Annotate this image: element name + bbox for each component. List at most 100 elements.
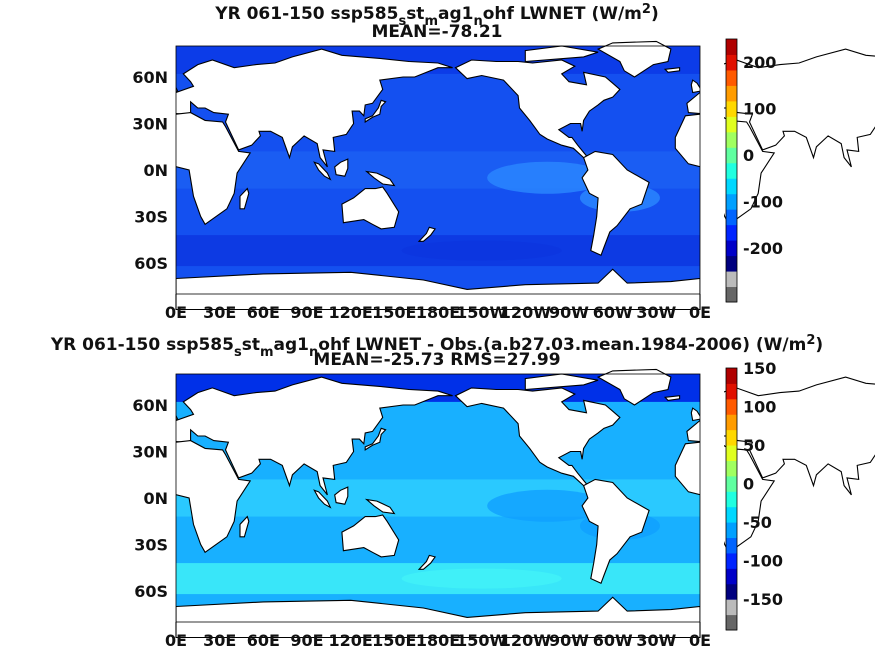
- colorbar-segment: [726, 286, 737, 303]
- land-new-zealand: [417, 226, 437, 242]
- colorbar-segment: [726, 131, 737, 148]
- colorbar-segment: [726, 583, 737, 600]
- land-iceland: [663, 395, 681, 401]
- x-tick-label: 30W: [636, 631, 676, 650]
- colorbar-segment: [726, 568, 737, 585]
- colorbar-segment: [726, 255, 737, 272]
- colorbar-segment: [726, 224, 737, 241]
- y-tick-label: 30N: [132, 443, 168, 462]
- x-tick-label: 90E: [290, 303, 323, 322]
- east-pacific-patch: [487, 161, 608, 194]
- colorbar-segment: [726, 116, 737, 133]
- colorbar-segment: [726, 398, 737, 415]
- colorbar-segment: [726, 193, 737, 210]
- colorbar-tick-label: 100: [743, 100, 776, 119]
- land-greenland: [596, 368, 672, 406]
- colorbar-tick-label: 150: [743, 359, 776, 378]
- x-tick-label: 60W: [593, 631, 633, 650]
- land-eurasia: [162, 48, 453, 168]
- colorbar-segment: [726, 240, 737, 257]
- x-tick-label: 120E: [329, 303, 373, 322]
- x-tick-label: 0E: [165, 303, 187, 322]
- land-south-america: [581, 150, 650, 257]
- x-tick-label: 180E: [416, 303, 460, 322]
- land-arctic-islands: [524, 45, 599, 63]
- map-frame: [175, 45, 701, 295]
- x-tick-label: 120E: [329, 631, 373, 650]
- land-borneo: [334, 486, 349, 505]
- land-new-guinea: [364, 498, 396, 515]
- y-tick-label: 60S: [134, 582, 168, 601]
- colorbar-tick-label: 0: [743, 475, 754, 494]
- colorbar-segment: [726, 506, 737, 523]
- x-tick-label: 150W: [456, 631, 507, 650]
- colorbar-tick-label: 0: [743, 146, 754, 165]
- land-australia: [341, 514, 400, 558]
- colorbar-frame: [725, 38, 738, 303]
- x-tick-label: 60W: [593, 303, 633, 322]
- x-tick-label: 90W: [549, 303, 589, 322]
- colorbar-segment: [726, 414, 737, 431]
- land-australia: [341, 186, 400, 230]
- x-tick-label: 30W: [636, 303, 676, 322]
- land-arctic-islands: [524, 373, 599, 391]
- panel-subtitle: MEAN=-25.73 RMS=27.99: [313, 350, 560, 370]
- y-tick-label: 0N: [143, 489, 168, 508]
- colorbar-segment: [726, 85, 737, 102]
- colorbar-segment: [726, 383, 737, 400]
- colorbar-segment: [726, 39, 737, 55]
- colorbar-segment: [726, 614, 737, 631]
- land-antarctica: [175, 268, 701, 311]
- colorbar-tick-label: 200: [743, 53, 776, 72]
- colorbar-segment: [726, 69, 737, 86]
- x-tick-label: 120W: [500, 303, 551, 322]
- map-panel: YR 061-150 ssp585sstmag1nohf LWNET - Obs…: [0, 333, 875, 650]
- colorbar-tick-label: -100: [743, 192, 783, 211]
- land-new-guinea: [364, 170, 396, 187]
- map-panel: YR 061-150 ssp585sstmag1nohf LWNET (W/m2…: [0, 2, 875, 322]
- x-tick-label: 150W: [456, 303, 507, 322]
- x-tick-label: 0E: [689, 303, 711, 322]
- land-sumatra: [313, 161, 332, 181]
- colorbar-segment: [726, 368, 737, 384]
- land-eurasia: [162, 376, 453, 496]
- colorbar-tick-label: -50: [743, 513, 772, 532]
- y-tick-label: 60N: [132, 68, 168, 87]
- x-tick-label: 180E: [416, 631, 460, 650]
- y-tick-label: 0N: [143, 161, 168, 180]
- x-tick-label: 120W: [500, 631, 551, 650]
- colorbar-segment: [726, 147, 737, 164]
- land-borneo: [334, 158, 349, 177]
- x-tick-label: 30E: [203, 303, 236, 322]
- x-tick-label: 60E: [247, 631, 280, 650]
- colorbar-tick-label: 100: [743, 398, 776, 417]
- colorbar-frame: [725, 367, 738, 631]
- land-new-zealand: [417, 554, 437, 570]
- colorbar-segment: [726, 429, 737, 446]
- colorbar-segment: [726, 178, 737, 195]
- x-tick-label: 90E: [290, 631, 323, 650]
- colorbar-segment: [726, 162, 737, 179]
- land-antarctica: [175, 596, 701, 639]
- colorbar-tick-label: -100: [743, 552, 783, 571]
- x-tick-label: 150E: [372, 631, 416, 650]
- y-tick-label: 60N: [132, 396, 168, 415]
- land-greenland: [596, 40, 672, 78]
- y-tick-label: 30N: [132, 115, 168, 134]
- y-tick-label: 60S: [134, 254, 168, 273]
- x-tick-label: 30E: [203, 631, 236, 650]
- x-tick-label: 150E: [372, 303, 416, 322]
- colorbar-tick-label: -200: [743, 239, 783, 258]
- panel-title: YR 061-150 ssp585sstmag1nohf LWNET - Obs…: [50, 333, 823, 360]
- colorbar-segment: [726, 460, 737, 477]
- colorbar-segment: [726, 522, 737, 539]
- land-japan: [364, 99, 387, 124]
- colorbar-segment: [726, 552, 737, 569]
- colorbar-segment: [726, 445, 737, 461]
- land-madagascar: [239, 515, 250, 538]
- y-tick-label: 30S: [134, 536, 168, 555]
- x-tick-label: 90W: [549, 631, 589, 650]
- land-madagascar: [239, 187, 250, 210]
- panel-subtitle: MEAN=-78.21: [372, 22, 503, 42]
